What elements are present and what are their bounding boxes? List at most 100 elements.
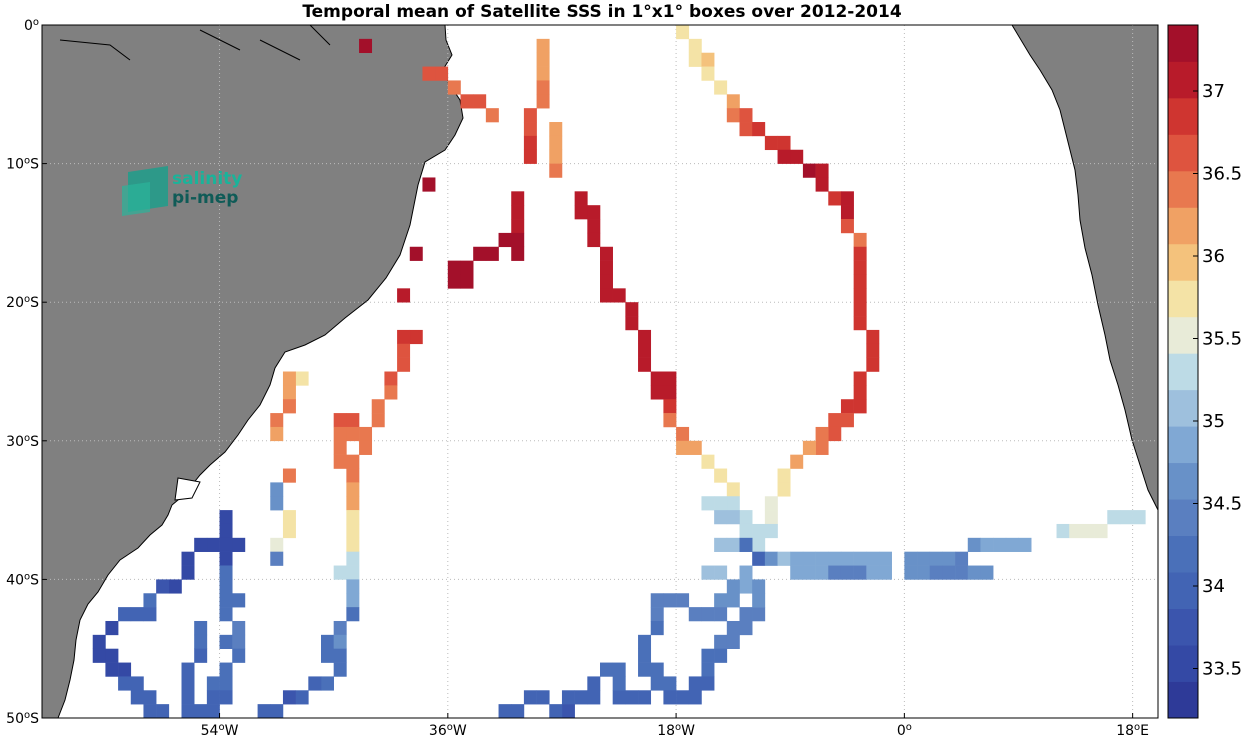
sss-cell: [663, 690, 677, 705]
colorbar-segment: [1168, 61, 1198, 99]
sss-cell: [650, 620, 664, 636]
sss-cell: [473, 718, 486, 732]
colorbar-segment: [1168, 499, 1198, 537]
sss-cell: [650, 662, 664, 677]
sss-cell: [1132, 510, 1146, 525]
sss-cell: [828, 191, 842, 206]
sss-cell: [904, 565, 918, 580]
sss-cell: [232, 593, 246, 608]
sss-cell: [333, 426, 347, 442]
sss-cell: [523, 135, 537, 151]
sss-cell: [460, 260, 474, 275]
sss-cell: [143, 690, 157, 705]
sss-cell: [764, 510, 778, 525]
sss-cell: [549, 122, 563, 137]
sss-cell: [714, 565, 728, 580]
sss-cell: [282, 510, 296, 525]
sss-cell: [143, 704, 157, 718]
sss-cell: [549, 704, 563, 718]
sss-cell: [764, 135, 778, 151]
sss-cell: [118, 607, 132, 622]
sss-cell: [764, 523, 778, 539]
sss-cell: [1005, 537, 1019, 552]
sss-cell: [257, 704, 271, 718]
colorbar-segment: [1168, 25, 1198, 62]
africa-land: [1011, 25, 1158, 511]
colorbar-segment: [1168, 353, 1198, 391]
sss-cell: [663, 676, 677, 691]
sss-cell: [282, 468, 296, 483]
sss-cell: [752, 122, 766, 137]
sss-cell: [688, 440, 702, 455]
sss-cell: [270, 496, 284, 511]
sss-cell: [182, 718, 195, 732]
sss-cell: [321, 648, 334, 663]
sss-cell: [840, 413, 854, 428]
sss-cell: [194, 620, 208, 636]
sss-cell: [346, 496, 360, 511]
sss-cell: [815, 163, 829, 178]
sss-cell: [917, 551, 931, 566]
sss-cell: [118, 662, 132, 677]
sss-cell: [726, 620, 740, 636]
sss-cell: [206, 704, 220, 718]
sss-cell: [105, 620, 119, 636]
sss-cell: [587, 690, 601, 705]
sss-cell: [574, 205, 588, 220]
sss-cell: [980, 537, 994, 552]
sss-cell: [676, 25, 690, 40]
sss-cell: [866, 343, 880, 358]
lon-tick-label: 36oW: [429, 722, 467, 739]
sss-cell: [714, 510, 728, 525]
sss-cell: [447, 274, 461, 289]
sss-cell: [397, 357, 411, 372]
sss-cell: [701, 496, 715, 511]
sss-cell: [485, 246, 499, 261]
sss-cell: [194, 704, 208, 718]
sss-cell: [802, 551, 816, 566]
sss-cell: [688, 676, 702, 691]
sss-cell: [511, 704, 525, 718]
sss-cells: [92, 25, 1146, 732]
sss-cell: [587, 219, 601, 234]
sss-cell: [866, 565, 880, 580]
sss-cell: [536, 66, 550, 81]
sss-cell: [321, 634, 334, 649]
sss-cell: [777, 551, 791, 566]
sss-cell: [840, 565, 854, 580]
sss-cell: [650, 676, 664, 691]
sss-cell: [853, 316, 867, 331]
sss-cell: [676, 593, 690, 608]
sss-cell: [384, 371, 398, 386]
sss-cell: [346, 607, 360, 622]
sss-cell: [295, 371, 309, 386]
sss-cell: [219, 537, 233, 552]
sss-cell: [194, 537, 208, 552]
sss-cell: [663, 593, 677, 608]
sss-cell: [625, 302, 639, 317]
sss-cell: [701, 52, 715, 67]
sss-cell: [967, 537, 981, 552]
sss-cell: [536, 52, 550, 67]
colorbar-tick-label: 33.5: [1202, 659, 1242, 680]
sss-cell: [853, 385, 867, 400]
sss-cell: [942, 565, 956, 580]
sss-cell: [638, 329, 652, 345]
sss-cell: [638, 690, 652, 705]
sss-cell: [118, 676, 132, 691]
sss-cell: [853, 274, 867, 289]
colorbar-segment: [1168, 243, 1198, 281]
sss-cell: [828, 413, 842, 428]
sss-cell: [752, 579, 766, 594]
colorbar-tick-label: 36: [1202, 246, 1225, 267]
sss-cell: [929, 565, 943, 580]
sss-cell: [955, 565, 969, 580]
sss-cell: [460, 274, 474, 289]
rio-de-la-plata: [174, 477, 201, 501]
sss-cell: [92, 648, 106, 663]
sss-cell: [815, 440, 829, 455]
sss-cell: [828, 426, 842, 442]
sss-cell: [523, 690, 537, 705]
sss-cell: [650, 385, 664, 400]
sss-cell: [549, 163, 563, 178]
